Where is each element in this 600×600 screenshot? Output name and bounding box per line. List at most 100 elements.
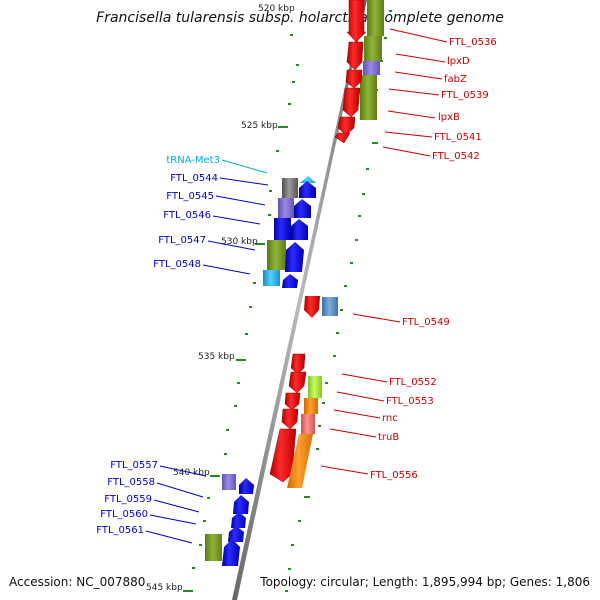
tick [285,590,288,592]
tick [288,103,291,105]
tick [290,34,293,36]
gene-label[interactable]: FTL_0553 [386,396,434,407]
gene-arrow [345,69,363,89]
tick [384,37,387,39]
leader-line [212,215,261,225]
tick [192,567,195,569]
gene-label[interactable]: FTL_0560 [100,509,148,520]
gene-arrow [282,274,298,288]
gene-label[interactable]: FTL_0552 [389,377,437,388]
gene-arrow [299,181,316,198]
tick [199,544,202,546]
trna-label[interactable]: tRNA-Met3 [166,155,220,166]
gene-label[interactable]: fabZ [444,74,467,85]
gene-label[interactable]: FTL_0549 [402,317,450,328]
accession-value: NC_007880 [76,575,146,589]
scale-label: 530 kbp [221,237,258,247]
tick [340,309,343,311]
tick [333,355,336,357]
gene-label[interactable]: FTL_0556 [370,470,418,481]
gene-cog-bar [287,434,313,488]
genes-value: 1,806 [555,575,590,589]
gene-label[interactable]: FTL_0558 [107,477,155,488]
leader-line [219,177,269,186]
gene-label[interactable]: FTL_0557 [110,460,158,471]
gene-arrow [337,116,356,136]
leader-line [156,482,204,498]
tick [291,544,294,546]
tick [296,64,299,66]
leader-line [329,428,377,438]
leader-line [388,88,440,96]
gene-label[interactable]: lpxB [438,112,460,123]
tick [344,285,347,287]
tick [203,520,206,522]
leader-line [394,71,443,80]
gene-cog-bar [301,414,315,434]
gene-label[interactable]: FTL_0561 [96,525,144,536]
gene-arrow [228,526,244,542]
gene-cog-bar [222,474,236,490]
tick [325,382,328,384]
genome-backbone [232,0,367,600]
gene-label[interactable]: rnc [382,413,398,424]
tick [366,168,369,170]
topology-value: circular; [320,575,369,589]
trna-arrow [300,176,316,183]
gene-label[interactable]: FTL_0542 [432,151,480,162]
gene-arrow [239,478,254,494]
leader-line [320,465,369,475]
tick [322,402,325,404]
leader-line [384,131,433,138]
gene-label[interactable]: FTL_0546 [163,210,211,221]
gene-arrow [291,219,308,240]
tick [362,193,365,195]
gene-label[interactable]: lpxD [447,56,470,67]
topology-label: Topology: [260,575,317,589]
tick [316,448,319,450]
scale-label: 520 kbp [258,4,295,14]
gene-label[interactable]: FTL_0536 [449,37,497,48]
gene-label[interactable]: FTL_0545 [166,191,214,202]
leader-line [341,373,388,383]
leader-line [333,409,381,419]
tick [278,126,288,128]
leader-line [336,391,385,402]
tick [237,382,240,384]
gene-label[interactable]: FTL_0548 [153,259,201,270]
tick [253,282,256,284]
gene-label[interactable]: FTL_0541 [434,132,482,143]
tick [236,359,246,361]
accession-label: Accession: [9,575,73,589]
scale-label: 545 kbp [146,583,183,593]
gene-cog-bar [267,240,286,270]
gene-arrow [231,512,246,528]
gene-arrow [222,539,240,566]
tick [350,262,353,264]
tick [234,405,237,407]
tick [183,590,193,592]
tick [268,214,271,216]
gene-cog-bar [205,534,222,561]
gene-label[interactable]: FTL_0559 [104,494,152,505]
leader-line [395,53,446,63]
tick [255,243,265,245]
gene-arrow [290,353,306,375]
gene-label[interactable]: FTL_0547 [158,235,206,246]
gene-arrow [269,428,297,483]
tick [372,142,378,144]
gene-cog-bar [278,198,294,218]
gene-label[interactable]: FTL_0544 [170,173,218,184]
gene-label[interactable]: FTL_0539 [441,90,489,101]
gene-label[interactable]: truB [378,432,399,443]
gene-cog-bar [367,0,384,36]
leader-line [221,159,268,174]
gene-cog-bar [304,398,318,414]
leader-line [207,240,256,251]
accession-info: Accession: NC_007880 [9,575,145,589]
tick [336,332,339,334]
leader-line [352,313,401,323]
gene-arrow [281,408,299,430]
